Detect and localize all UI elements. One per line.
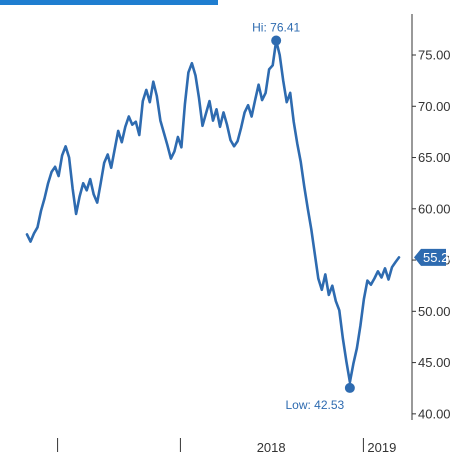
x-tick-label: 2019 (367, 440, 396, 455)
low-point-label: Low: 42.53 (286, 398, 345, 412)
series-line (25, 39, 401, 384)
last-value-tag: 55.26 (414, 248, 456, 266)
y-tick-label: 40.00 (418, 406, 451, 421)
x-axis: 2018 2019 (57, 438, 396, 455)
y-tick-label: 65.00 (418, 150, 451, 165)
last-value-label: 55.26 (423, 250, 456, 265)
header-accent-bar (0, 0, 218, 5)
y-tick-label: 60.00 (418, 201, 451, 216)
low-point-marker (344, 382, 355, 393)
y-tick-label: 70.00 (418, 99, 451, 114)
y-tick-label: 45.00 (418, 355, 451, 370)
high-point-marker (271, 35, 282, 46)
last-value-tag-shape (414, 248, 446, 266)
y-tick-label: 75.00 (418, 48, 451, 63)
x-tick-label: 2018 (257, 440, 286, 455)
y-tick-label: 50.00 (418, 304, 451, 319)
high-point-label: Hi: 76.41 (252, 21, 300, 35)
